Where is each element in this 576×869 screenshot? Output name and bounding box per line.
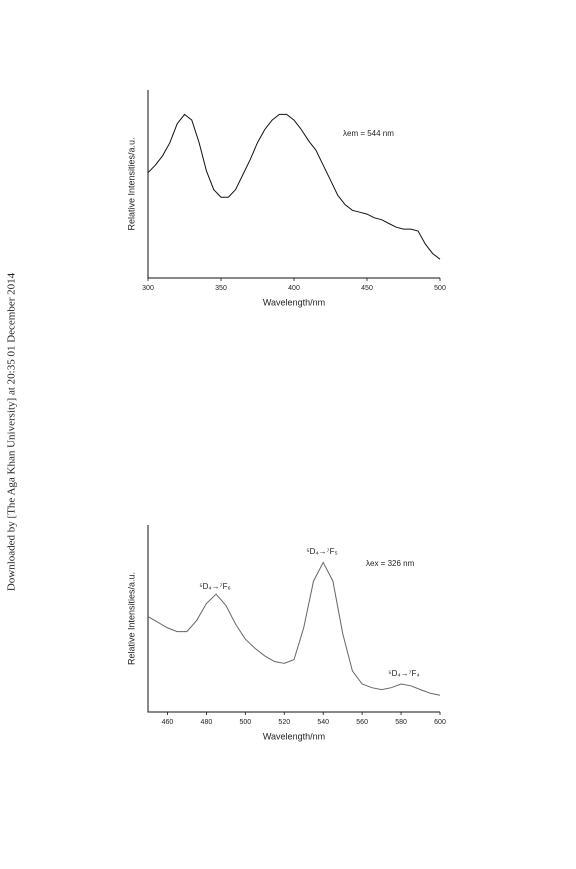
- x-tick-label: 580: [395, 719, 407, 726]
- x-tick-label: 540: [317, 719, 329, 726]
- x-tick-label: 560: [356, 719, 368, 726]
- x-tick-label: 350: [215, 285, 227, 292]
- annotation: λex = 326 nm: [366, 559, 415, 568]
- x-tick-label: 450: [361, 285, 373, 292]
- x-tick-label: 460: [162, 719, 174, 726]
- x-axis-title: Wavelength/nm: [263, 297, 325, 307]
- watermark: Downloaded by [The Aga Khan University] …: [6, 272, 18, 591]
- x-tick-label: 480: [201, 719, 213, 726]
- x-tick-label: 300: [142, 285, 154, 292]
- x-axis-title: Wavelength/nm: [263, 731, 325, 741]
- x-tick-label: 520: [278, 719, 290, 726]
- x-tick-label: 600: [434, 719, 446, 726]
- y-axis-title: Relative Intensities/a.u.: [126, 137, 136, 230]
- annotation: λem = 544 nm: [343, 129, 394, 138]
- spectrum-line: [147, 113, 441, 260]
- annotation: ⁵D₄→⁷F₆: [199, 582, 230, 591]
- axes: [147, 525, 440, 713]
- axes: [147, 90, 440, 279]
- annotation: ⁵D₄→⁷F₅: [306, 547, 337, 556]
- spectrum-line: [147, 561, 441, 696]
- annotation: ⁵D₄→⁷F₄: [388, 669, 419, 678]
- y-axis-title: Relative Intensities/a.u.: [126, 572, 136, 665]
- x-tick-label: 400: [288, 285, 300, 292]
- x-tick-label: 500: [434, 285, 446, 292]
- x-tick-label: 500: [239, 719, 251, 726]
